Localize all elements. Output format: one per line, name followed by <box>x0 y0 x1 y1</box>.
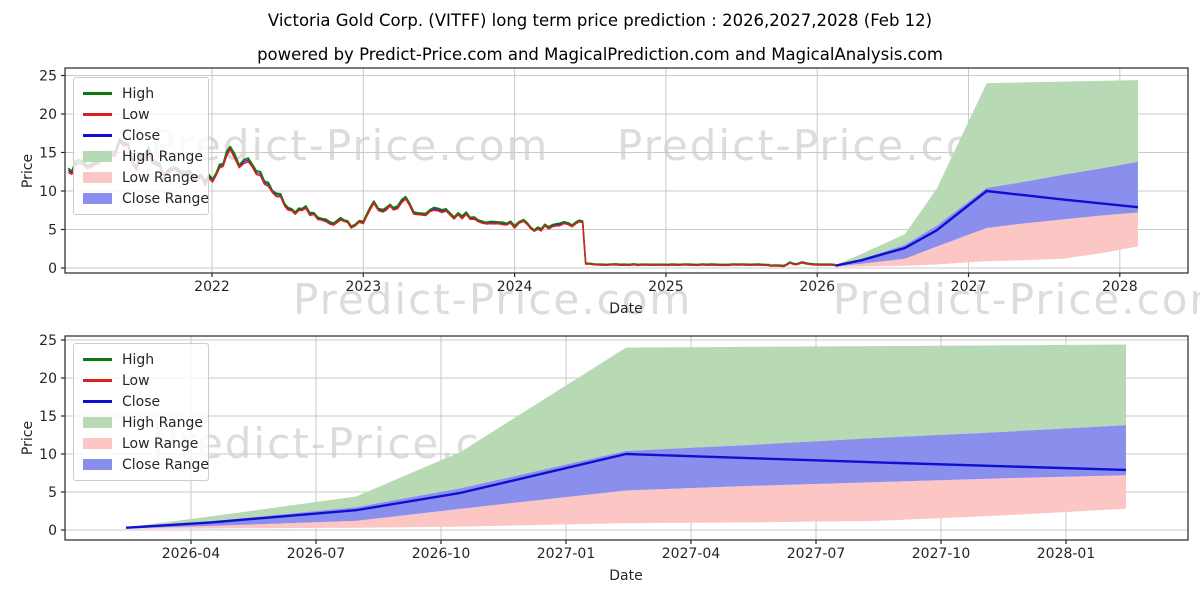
y-tick-label: 0 <box>48 261 57 277</box>
legend-swatch-high-range <box>83 417 112 428</box>
watermark: Predict-Price.com <box>293 275 693 324</box>
legend-swatch-low <box>83 113 112 116</box>
legend-item-close-range: Close Range <box>83 188 209 209</box>
legend-label: Low <box>122 106 150 123</box>
legend-swatch-high <box>83 92 112 95</box>
legend-label: High Range <box>122 414 203 431</box>
low-range-fill <box>835 212 1138 267</box>
x-tick-label: 2027 <box>951 279 987 295</box>
y-tick-label: 5 <box>48 223 57 239</box>
legend-item-close: Close <box>83 391 208 412</box>
x-axis-label-top: Date <box>609 301 643 317</box>
y-tick-label: 10 <box>39 184 57 200</box>
legend-swatch-close <box>83 400 112 403</box>
y-tick-label: 10 <box>39 447 57 463</box>
low-range-fill <box>126 475 1126 529</box>
x-tick-label: 2026-07 <box>287 546 346 562</box>
close-prediction-line <box>125 452 1127 529</box>
legend-swatch-close <box>83 134 112 137</box>
legend-label: High <box>122 85 155 102</box>
legend-swatch-low-range <box>83 172 112 183</box>
legend-swatch-low <box>83 379 112 382</box>
close-prediction-line <box>835 189 1139 267</box>
legend-item-high-range: High Range <box>83 146 208 167</box>
legend-item-low-range: Low Range <box>83 167 208 188</box>
watermark: Predict-Price.com <box>833 275 1200 324</box>
x-tick-label: 2022 <box>194 279 230 295</box>
x-tick-label: 2023 <box>345 279 381 295</box>
legend-label: Close Range <box>122 190 209 207</box>
legend-label: Close Range <box>122 456 209 473</box>
x-tick-label: 2024 <box>497 279 533 295</box>
plot-frame <box>64 67 1189 274</box>
x-tick-label: 2026 <box>799 279 835 295</box>
subplot-bottom: 2026-04 2026-07 2026-10 2027-01 2027-04 2027-… <box>39 333 1189 562</box>
y-tick-label: 25 <box>39 333 57 349</box>
watermark: Predict-Price.com <box>617 121 1017 170</box>
legend-top: High Low Close High Range Low Range Clos… <box>73 77 209 215</box>
legend-swatch-high <box>83 358 112 361</box>
legend-item-high: High <box>83 83 208 104</box>
chart-subtitle: powered by Predict-Price.com and Magical… <box>257 45 943 64</box>
y-axis-label-top: Price <box>20 153 36 189</box>
close-range-fill <box>126 425 1126 529</box>
legend-label: Low Range <box>122 435 199 452</box>
x-tick-label: 2027-01 <box>537 546 596 562</box>
legend-item-low: Low <box>83 370 208 391</box>
legend-swatch-high-range <box>83 151 112 162</box>
y-tick-label: 15 <box>39 146 57 162</box>
y-tick-label: 5 <box>48 485 57 501</box>
legend-swatch-close-range <box>83 459 112 470</box>
legend-item-high-range: High Range <box>83 412 208 433</box>
chart-title: Victoria Gold Corp. (VITFF) long term pr… <box>267 11 933 30</box>
x-tick-label: 2025 <box>648 279 684 295</box>
x-tick-label: 2028-01 <box>1037 546 1096 562</box>
plot-frame <box>64 335 1189 541</box>
x-tick-label: 2028 <box>1102 279 1138 295</box>
y-tick-label: 20 <box>39 371 57 387</box>
x-tick-label: 2026-04 <box>162 546 221 562</box>
x-tick-label: 2027-04 <box>662 546 721 562</box>
legend-swatch-close-range <box>83 193 112 204</box>
legend-item-low-range: Low Range <box>83 433 208 454</box>
legend-item-low: Low <box>83 104 208 125</box>
close-range-fill <box>835 161 1138 267</box>
high-range-fill <box>126 344 1126 528</box>
legend-item-close: Close <box>83 125 208 146</box>
legend-label: Close <box>122 393 161 410</box>
legend-label: Low <box>122 372 150 389</box>
high-range-fill <box>835 80 1138 266</box>
legend-label: Low Range <box>122 169 199 186</box>
legend-swatch-low-range <box>83 438 112 449</box>
legend-bottom: High Low Close High Range Low Range Clos… <box>73 343 209 481</box>
legend-label: High Range <box>122 148 203 165</box>
legend-label: Close <box>122 127 161 144</box>
legend-item-close-range: Close Range <box>83 454 209 475</box>
y-tick-label: 0 <box>48 523 57 539</box>
y-tick-label: 15 <box>39 409 57 425</box>
x-tick-label: 2027-10 <box>912 546 971 562</box>
x-tick-label: 2027-07 <box>787 546 846 562</box>
y-tick-label: 20 <box>39 107 57 123</box>
watermark: Predict-Price.com <box>150 121 550 170</box>
legend-item-high: High <box>83 349 208 370</box>
x-tick-label: 2026-10 <box>412 546 471 562</box>
y-axis-label-bottom: Price <box>20 420 36 456</box>
x-axis-label-bottom: Date <box>609 568 643 584</box>
legend-label: High <box>122 351 155 368</box>
y-tick-label: 25 <box>39 69 57 85</box>
